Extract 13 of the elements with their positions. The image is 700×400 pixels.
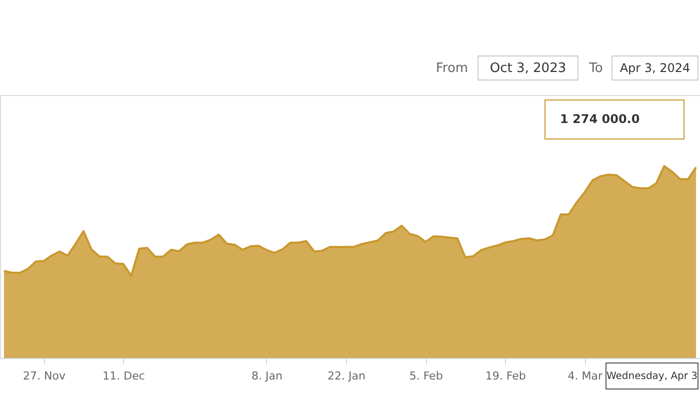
text: From bbox=[436, 61, 468, 76]
x-tick-label: 8. Jan bbox=[252, 370, 282, 382]
text: 1 274 000.0 bbox=[560, 112, 640, 126]
x-tick-label: 22. Jan bbox=[328, 370, 366, 382]
text: Oct 3, 2023 bbox=[490, 61, 566, 76]
text: To bbox=[588, 61, 603, 76]
x-tick-label: 27. Nov bbox=[23, 370, 66, 382]
x-tick-label: 4. Mar bbox=[568, 370, 604, 382]
text: Wednesday, Apr 3 bbox=[606, 371, 698, 382]
text: Apr 3, 2024 bbox=[620, 61, 690, 75]
x-tick-label: 5. Feb bbox=[409, 370, 443, 382]
x-tick-label: 19. Feb bbox=[485, 370, 526, 382]
x-tick-label: 11. Dec bbox=[102, 370, 145, 382]
